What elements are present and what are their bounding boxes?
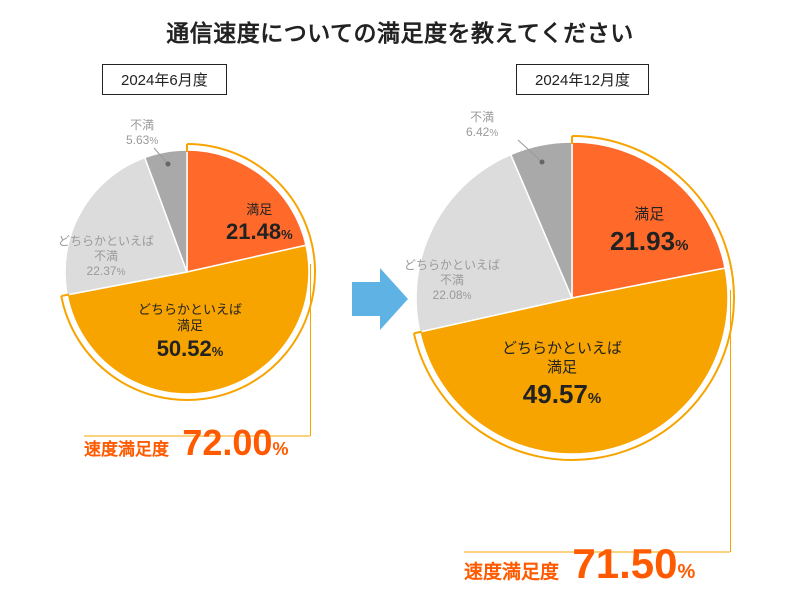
value-text: 49.57 bbox=[523, 379, 588, 409]
value-text: 5.63 bbox=[126, 133, 149, 147]
summary-label: 速度満足度 bbox=[84, 440, 169, 459]
right-satisfied-label: 満足 21.93% bbox=[610, 206, 688, 257]
label-text: 満足 bbox=[610, 206, 688, 225]
label-text: 満足 bbox=[226, 202, 293, 218]
period-box-left: 2024年6月度 bbox=[102, 64, 227, 95]
left-satisfied-label: 満足 21.48% bbox=[226, 202, 293, 246]
right-summary: 速度満足度 71.50% bbox=[464, 540, 695, 588]
label-text: 不満 bbox=[126, 118, 158, 133]
left-summary: 速度満足度 72.00% bbox=[84, 422, 288, 464]
label-text: 満足 bbox=[138, 318, 242, 334]
right-lean-satisfied-label: どちらかといえば 満足 49.57% bbox=[502, 340, 622, 410]
value-text: 21.48 bbox=[226, 219, 281, 244]
label-text: 不満 bbox=[466, 110, 498, 125]
left-dissatisfied-label: 不満 5.63% bbox=[126, 118, 158, 149]
value-text: 22.37 bbox=[87, 264, 117, 278]
summary-value: 71.50 bbox=[572, 540, 677, 587]
value-text: 50.52 bbox=[157, 336, 212, 361]
label-text: 満足 bbox=[502, 359, 622, 378]
label-text: どちらかといえば bbox=[404, 258, 500, 273]
value-text: 21.93 bbox=[610, 226, 675, 256]
right-lean-dissatisfied-label: どちらかといえば 不満 22.08% bbox=[404, 258, 500, 304]
label-text: 不満 bbox=[404, 273, 500, 288]
label-text: どちらかといえば bbox=[502, 340, 622, 359]
period-box-right: 2024年12月度 bbox=[516, 64, 649, 95]
left-bracket-line bbox=[310, 264, 311, 436]
right-dissatisfied-label: 不満 6.42% bbox=[466, 110, 498, 141]
label-text: 不満 bbox=[58, 249, 154, 264]
arrow-icon bbox=[352, 268, 408, 330]
summary-label: 速度満足度 bbox=[464, 562, 559, 583]
value-text: 22.08 bbox=[433, 288, 463, 302]
label-text: どちらかといえば bbox=[138, 302, 242, 318]
label-text: どちらかといえば bbox=[58, 234, 154, 249]
value-text: 6.42 bbox=[466, 125, 489, 139]
left-lean-satisfied-label: どちらかといえば 満足 50.52% bbox=[138, 302, 242, 362]
summary-value: 72.00 bbox=[182, 422, 272, 463]
page-title: 通信速度についての満足度を教えてください bbox=[0, 14, 800, 48]
left-lean-dissatisfied-label: どちらかといえば 不満 22.37% bbox=[58, 234, 154, 280]
right-bracket-line bbox=[730, 290, 731, 552]
